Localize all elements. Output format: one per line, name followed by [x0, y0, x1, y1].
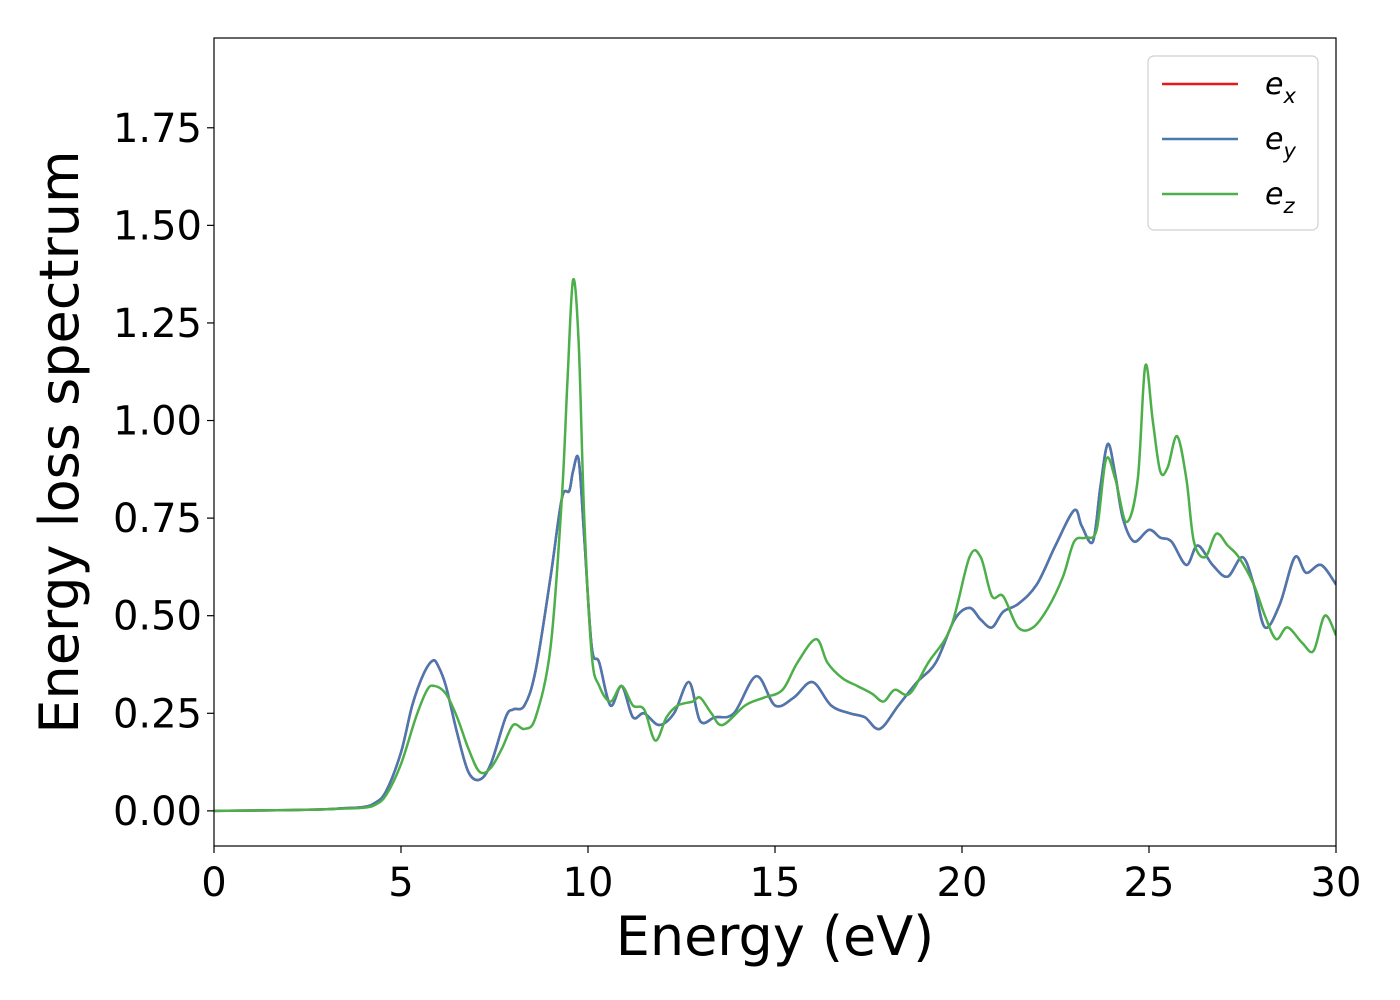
- series-line-y: [214, 442, 1336, 813]
- legend-label-y: ey: [1265, 122, 1296, 163]
- y-tick-label: 0.00: [113, 789, 202, 835]
- x-tick-label: 15: [750, 860, 801, 906]
- y-tick-label: 1.25: [113, 301, 202, 347]
- x-tick-label: 25: [1124, 860, 1175, 906]
- y-tick-label: 0.75: [113, 496, 202, 542]
- x-tick-label: 0: [201, 860, 226, 906]
- x-tick-label: 5: [388, 860, 413, 906]
- legend-box: [1147, 55, 1319, 231]
- series-layer: [214, 277, 1336, 813]
- y-axis-title: Energy loss spectrum: [28, 150, 91, 733]
- x-tick-label: 30: [1311, 860, 1362, 906]
- y-tick-label: 1.50: [113, 203, 202, 249]
- x-tick-label: 10: [563, 860, 614, 906]
- y-tick-label: 1.00: [113, 399, 202, 445]
- x-axis-title: Energy (eV): [616, 905, 935, 968]
- legend: ex ey ez: [1147, 55, 1319, 231]
- legend-label-x: ex: [1265, 67, 1296, 108]
- series-line-z: [214, 277, 1336, 813]
- x-tick-label: 20: [937, 860, 988, 906]
- legend-label-z: ez: [1265, 177, 1295, 218]
- y-tick-label: 0.50: [113, 594, 202, 640]
- x-axis-ticks: 0 5 10 15 20 25 30: [201, 846, 1361, 906]
- y-axis-ticks: 0.00 0.25 0.50 0.75 1.00 1.25 1.50 1.75: [113, 106, 214, 835]
- y-tick-label: 1.75: [113, 106, 202, 152]
- y-tick-label: 0.25: [113, 691, 202, 737]
